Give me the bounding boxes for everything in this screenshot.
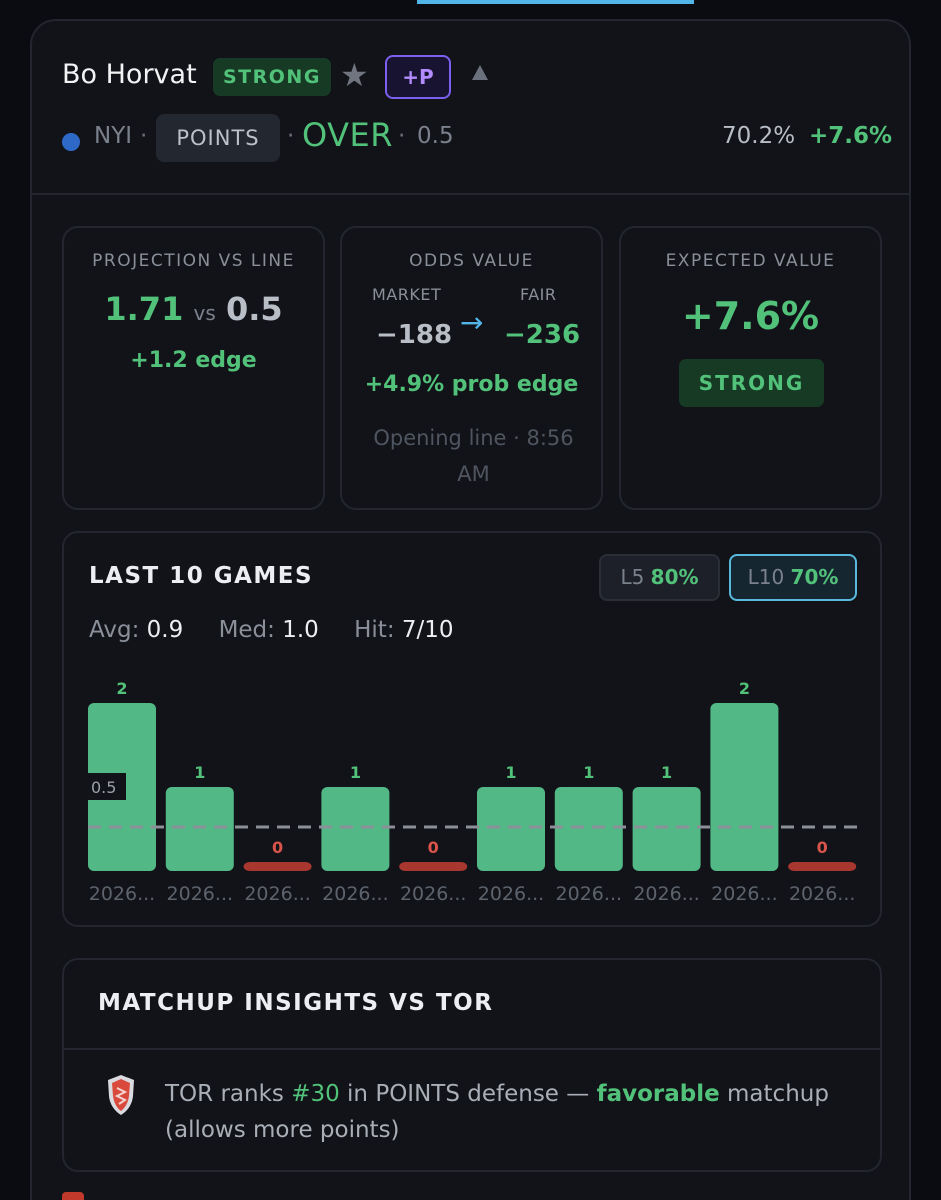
x-tick-label: 2026...: [89, 883, 155, 905]
game-bar[interactable]: [321, 787, 390, 871]
l10-label: L10: [747, 565, 785, 589]
shield-icon: [108, 1075, 134, 1115]
insight-text: in POINTS defense —: [339, 1081, 597, 1107]
expected-value-card: EXPECTED VALUE +7.6% STRONG: [619, 226, 882, 510]
line-label-bg: [88, 773, 126, 800]
projection-title: PROJECTION VS LINE: [92, 251, 295, 271]
bar-value-label: 1: [661, 763, 672, 782]
game-bar[interactable]: [554, 787, 623, 871]
last-games-chart: 2 2026... 1 2026... 0 2026... 1 2026... 0 2026...…: [88, 679, 859, 905]
market-odds: −188: [376, 320, 453, 350]
game-bar[interactable]: [788, 862, 857, 871]
bar-value-label: 0: [817, 838, 828, 857]
opening-line: Opening line · 8:56 AM: [373, 426, 574, 486]
projection-row: 1.71 vs 0.5: [64, 290, 323, 328]
game-bar[interactable]: [399, 862, 468, 871]
game-bar[interactable]: [477, 787, 545, 871]
projected-value: 1.71: [104, 290, 184, 328]
projection-card: PROJECTION VS LINE 1.71 vs 0.5 +1.2 edge: [62, 226, 325, 510]
ev-badge: STRONG: [679, 359, 824, 407]
line-label: 0.5: [91, 778, 116, 797]
vs-label: vs: [193, 301, 216, 325]
stat-type-pill[interactable]: POINTS: [156, 114, 280, 162]
separator: ·: [140, 123, 148, 149]
bar-value-label: 2: [739, 679, 750, 698]
collapse-caret-icon[interactable]: [472, 65, 488, 80]
ev-value: +7.6%: [681, 294, 820, 338]
odds-title: ODDS VALUE: [409, 251, 534, 271]
med-value: 1.0: [282, 617, 319, 643]
team-color-dot: [62, 133, 80, 151]
l5-toggle[interactable]: L5 80%: [599, 554, 720, 601]
matchup-panel: MATCHUP INSIGHTS VS TOR TOR ranks #30 in…: [62, 958, 882, 1172]
avg-value: 0.9: [146, 617, 184, 643]
game-bar[interactable]: [243, 862, 312, 871]
prop-header: Bo Horvat STRONG ★ +P NYI · POINTS · OVE…: [32, 21, 909, 195]
l10-toggle[interactable]: L10 70%: [729, 554, 857, 601]
x-tick-label: 2026...: [167, 883, 233, 905]
matchup-title: MATCHUP INSIGHTS VS TOR: [98, 990, 494, 1016]
game-bar[interactable]: [710, 703, 779, 871]
bar-value-label: 0: [428, 838, 439, 857]
game-bar[interactable]: [165, 787, 234, 871]
prob-edge: +4.9% prob edge: [364, 372, 579, 397]
arrow-right-icon: →: [460, 306, 484, 339]
favorable-label: favorable: [596, 1081, 720, 1107]
l5-label: L5: [620, 565, 645, 589]
med-label: Med:: [218, 617, 275, 643]
fair-odds: −236: [504, 320, 581, 350]
odds-value-card: ODDS VALUE MARKET FAIR −188 → −236 +4.9%…: [340, 226, 603, 510]
x-tick-label: 2026...: [789, 883, 855, 905]
add-prop-button[interactable]: +P: [385, 55, 451, 99]
bar-value-label: 2: [116, 679, 127, 698]
x-tick-label: 2026...: [244, 883, 310, 905]
direction-label: OVER: [302, 116, 393, 154]
insight-text: TOR ranks: [165, 1081, 292, 1107]
edge-percent: +7.6%: [809, 123, 893, 149]
market-label: MARKET: [372, 285, 442, 304]
bar-value-label: 1: [194, 763, 205, 782]
bar-value-label: 1: [583, 763, 594, 782]
player-name[interactable]: Bo Horvat: [62, 59, 197, 90]
bar-value-label: 1: [505, 763, 516, 782]
star-icon[interactable]: ★: [340, 56, 369, 94]
hit-value: 7/10: [401, 617, 454, 643]
ev-title: EXPECTED VALUE: [665, 251, 836, 271]
x-tick-label: 2026...: [400, 883, 466, 905]
prop-card: Bo Horvat STRONG ★ +P NYI · POINTS · OVE…: [30, 19, 911, 1200]
team-abbr: NYI: [94, 123, 133, 149]
x-tick-label: 2026...: [478, 883, 544, 905]
separator: ·: [287, 123, 295, 149]
next-section-indicator: [62, 1192, 84, 1200]
l10-value: 70%: [790, 565, 839, 589]
last-games-title: LAST 10 GAMES: [89, 563, 314, 589]
game-bar[interactable]: [632, 787, 701, 871]
bar-value-label: 1: [350, 763, 361, 782]
bar-value-label: 0: [272, 838, 283, 857]
l5-value: 80%: [650, 565, 699, 589]
x-tick-label: 2026...: [322, 883, 388, 905]
active-tab-indicator: [417, 0, 694, 4]
last-games-panel: LAST 10 GAMES L5 80% L10 70% Avg: 0.9 Me…: [62, 531, 882, 927]
fair-label: FAIR: [520, 285, 557, 304]
matchup-insight: TOR ranks #30 in POINTS defense — favora…: [165, 1076, 845, 1148]
hit-label: Hit:: [354, 617, 395, 643]
defense-rank: #30: [291, 1081, 340, 1107]
separator: ·: [398, 123, 406, 149]
x-tick-label: 2026...: [711, 883, 777, 905]
matchup-header: MATCHUP INSIGHTS VS TOR: [64, 960, 880, 1050]
avg-label: Avg:: [89, 617, 140, 643]
line-value: 0.5: [417, 123, 454, 149]
x-tick-label: 2026...: [556, 883, 622, 905]
rating-badge: STRONG: [213, 58, 331, 96]
stats-summary: Avg: 0.9 Med: 1.0 Hit: 7/10: [89, 617, 482, 643]
projection-line: 0.5: [225, 290, 283, 328]
hit-probability: 70.2%: [722, 123, 796, 149]
projection-edge: +1.2 edge: [130, 348, 257, 373]
insight-text: matchup (allows more points): [165, 1081, 829, 1143]
x-tick-label: 2026...: [633, 883, 699, 905]
